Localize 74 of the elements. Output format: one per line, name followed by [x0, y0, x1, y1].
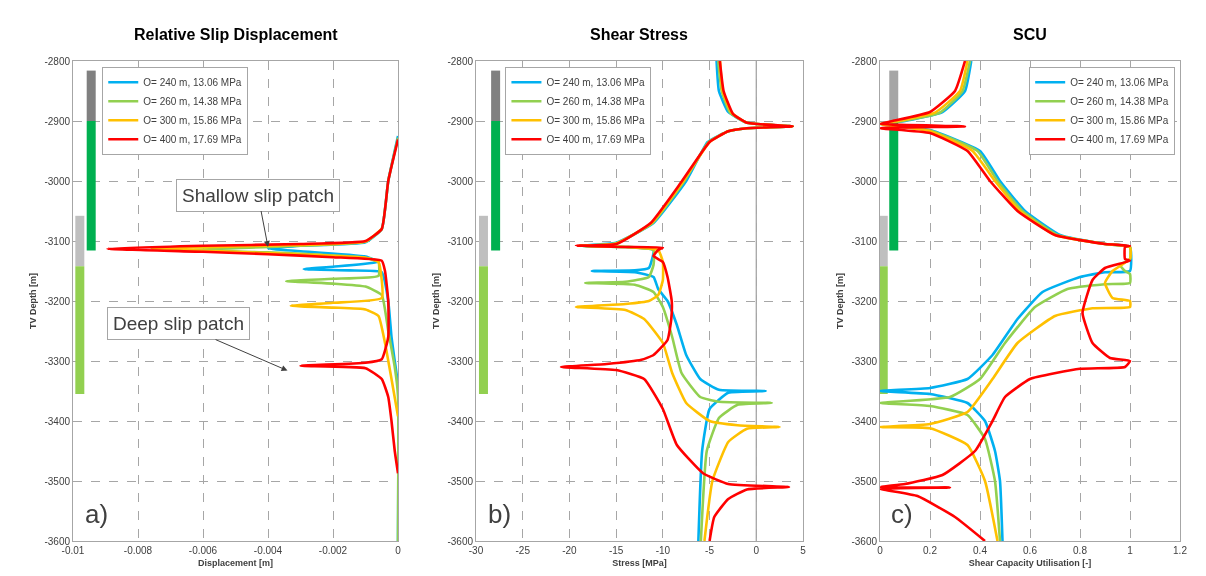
- chart-title: Shear Stress: [590, 26, 688, 43]
- y-tick-label: -3100: [44, 235, 71, 247]
- legend-label: O= 240 m, 13.06 MPa: [143, 77, 242, 89]
- y-tick-label: -3400: [447, 415, 474, 427]
- x-tick-label: -0.002: [318, 545, 348, 556]
- y-tick-label: -3600: [851, 535, 878, 547]
- y-axis-title: TV Depth [m]: [27, 273, 38, 329]
- x-tick-label: -5: [705, 545, 715, 556]
- y-tick-label: -3300: [44, 355, 71, 367]
- chart-title: Relative Slip Displacement: [134, 26, 339, 43]
- x-tick-label: -15: [608, 545, 624, 556]
- legend-label: O= 300 m, 15.86 MPa: [1070, 115, 1169, 127]
- y-tick-label: -2900: [447, 115, 474, 127]
- y-tick-label: -2800: [447, 55, 474, 67]
- y-tick-label: -2900: [44, 115, 71, 127]
- x-tick-label: 0.8: [1073, 545, 1088, 556]
- x-axis-title: Displacement [m]: [197, 557, 274, 568]
- annotation: a): [85, 499, 109, 529]
- y-tick-label: -3100: [851, 235, 878, 247]
- x-tick-label: 0.6: [1023, 545, 1038, 556]
- legend-label: O= 260 m, 14.38 MPa: [143, 96, 242, 108]
- y-tick-label: -3000: [851, 175, 878, 187]
- y-axis-title: TV Depth [m]: [834, 273, 845, 329]
- y-tick-label: -3200: [851, 295, 878, 307]
- legend-label: O= 400 m, 17.69 MPa: [143, 134, 242, 146]
- y-axis-title: TV Depth [m]: [430, 273, 441, 329]
- x-tick-label: -25: [515, 545, 531, 556]
- x-tick-label: -30: [468, 545, 484, 556]
- x-tick-label: 0.4: [973, 545, 988, 556]
- annotation: Deep slip patch: [113, 313, 244, 334]
- y-tick-label: -3500: [851, 475, 878, 487]
- y-tick-label: -3000: [447, 175, 474, 187]
- annotation: c): [891, 499, 913, 529]
- y-tick-label: -3100: [447, 235, 474, 247]
- x-tick-label: -0.006: [188, 545, 218, 556]
- annotation: b): [488, 499, 512, 529]
- legend-label: O= 400 m, 17.69 MPa: [546, 134, 645, 146]
- x-tick-label: -0.008: [123, 545, 153, 556]
- y-tick-label: -3600: [44, 535, 71, 547]
- y-tick-label: -3500: [44, 475, 71, 487]
- x-tick-label: -20: [562, 545, 578, 556]
- y-tick-label: -3200: [447, 295, 474, 307]
- y-tick-label: -2800: [44, 55, 71, 67]
- y-tick-label: -3500: [447, 475, 474, 487]
- x-tick-label: -10: [655, 545, 671, 556]
- legend-label: O= 240 m, 13.06 MPa: [1070, 77, 1169, 89]
- legend-label: O= 240 m, 13.06 MPa: [546, 77, 645, 89]
- legend-label: O= 260 m, 14.38 MPa: [546, 96, 645, 108]
- legend-label: O= 400 m, 17.69 MPa: [1070, 134, 1169, 146]
- x-tick-label: 0: [877, 545, 884, 556]
- y-tick-label: -3300: [447, 355, 474, 367]
- legend-label: O= 260 m, 14.38 MPa: [1070, 96, 1169, 108]
- y-tick-label: -3400: [44, 415, 71, 427]
- x-tick-label: -0.01: [61, 545, 85, 556]
- y-tick-label: -3400: [851, 415, 878, 427]
- x-axis-title: Stress [MPa]: [612, 557, 667, 568]
- annotation: Shallow slip patch: [182, 185, 335, 206]
- chart-title: SCU: [1013, 26, 1047, 43]
- legend-label: O= 300 m, 15.86 MPa: [546, 115, 645, 127]
- y-tick-label: -3200: [44, 295, 71, 307]
- y-tick-label: -3000: [44, 175, 71, 187]
- x-tick-label: 1.2: [1173, 545, 1188, 556]
- x-tick-label: 1: [1127, 545, 1134, 556]
- legend-label: O= 300 m, 15.86 MPa: [143, 115, 242, 127]
- x-axis-title: Shear Capacity Utilisation [-]: [968, 557, 1092, 568]
- y-tick-label: -2900: [851, 115, 878, 127]
- x-tick-label: 0.2: [923, 545, 938, 556]
- x-tick-label: 0: [753, 545, 760, 556]
- x-tick-label: 5: [800, 545, 807, 556]
- x-tick-label: -0.004: [253, 545, 283, 556]
- x-tick-label: 0: [395, 545, 402, 556]
- y-tick-label: -2800: [851, 55, 878, 67]
- y-tick-label: -3600: [447, 535, 474, 547]
- y-tick-label: -3300: [851, 355, 878, 367]
